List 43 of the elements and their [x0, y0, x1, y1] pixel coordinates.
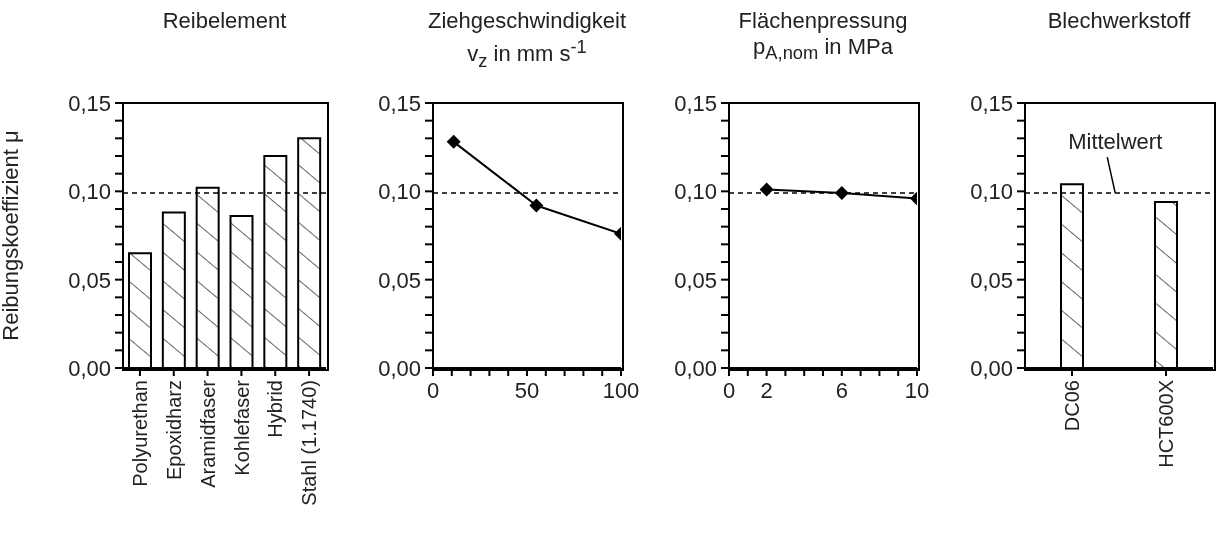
x-tick-label: Aramidfaser — [196, 379, 219, 488]
x-tick-label: HCT600X — [1155, 380, 1178, 468]
y-tick-label: 0,00 — [674, 355, 717, 381]
chart-subtitle: v$_{z}$ in mm s$^{-1}$ — [466, 35, 588, 73]
point — [446, 134, 461, 149]
x-tick-label: 6 — [835, 377, 848, 403]
chart-subtitle: p$_{A,nom}$ in MPa — [752, 34, 894, 66]
point — [834, 186, 849, 201]
point — [529, 198, 544, 213]
y-tick-label: 0,10 — [674, 179, 717, 205]
x-tick-label: 50 — [514, 377, 540, 403]
y-tick-label: 0,05 — [674, 267, 717, 293]
y-tick-label: 0,05 — [378, 267, 421, 293]
x-tick-label: Hybrid — [264, 380, 287, 438]
x-tick-label: 10 — [904, 377, 930, 403]
y-tick-label: 0,00 — [378, 355, 421, 381]
chart-title: Blechwerkstoff — [1046, 8, 1192, 34]
y-axis-title: Reibungskoeffizient μ — [0, 130, 23, 341]
x-tick-label: Stahl (1.1740) — [298, 380, 321, 506]
y-tick-label: 0,00 — [68, 355, 111, 381]
ref-line-label: Mittelwert — [1068, 129, 1163, 155]
y-tick-label: 0,00 — [970, 355, 1013, 381]
y-tick-label: 0,10 — [68, 179, 111, 205]
x-tick-label: Kohlefaser — [230, 379, 253, 476]
x-tick-label: 100 — [602, 377, 640, 403]
x-tick-label: 0 — [722, 377, 736, 403]
chart-title: Reibelement — [161, 8, 288, 34]
y-tick-label: 0,15 — [68, 90, 111, 116]
y-tick-label: 0,05 — [68, 267, 111, 293]
point — [759, 182, 774, 197]
x-tick-label: 2 — [760, 377, 773, 403]
y-tick-label: 0,10 — [378, 179, 421, 205]
y-tick-label: 0,10 — [970, 179, 1013, 205]
x-tick-label: 0 — [426, 377, 440, 403]
y-tick-label: 0,05 — [970, 267, 1013, 293]
y-tick-label: 0,15 — [970, 90, 1013, 116]
x-tick-label: DC06 — [1061, 380, 1084, 432]
y-tick-label: 0,15 — [674, 90, 717, 116]
chart-title: Flächenpressung — [737, 8, 909, 34]
x-tick-label: Polyurethan — [129, 380, 152, 487]
y-tick-label: 0,15 — [378, 90, 421, 116]
x-tick-label: Epoxidharz — [162, 380, 185, 481]
chart-title: Ziehgeschwindigkeit — [426, 8, 628, 34]
